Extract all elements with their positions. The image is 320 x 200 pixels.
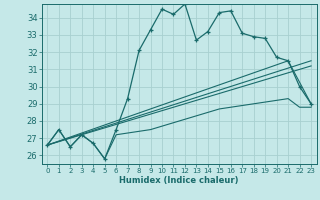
X-axis label: Humidex (Indice chaleur): Humidex (Indice chaleur) xyxy=(119,176,239,185)
